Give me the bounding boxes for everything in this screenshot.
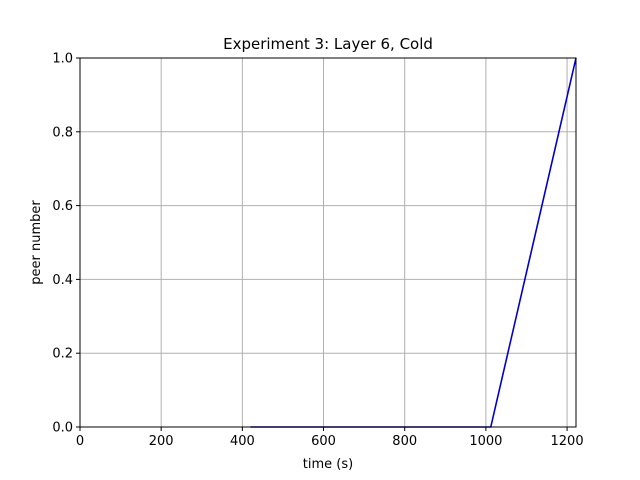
x-tick-label: 400 [230, 434, 255, 449]
chart-title: Experiment 3: Layer 6, Cold [223, 35, 433, 53]
y-tick-label: 0.4 [52, 273, 73, 288]
y-tick-label: 0.0 [52, 421, 73, 436]
y-tick-label: 0.6 [52, 199, 73, 214]
x-tick-label: 200 [149, 434, 174, 449]
x-tick-label: 800 [392, 434, 417, 449]
y-tick-label: 1.0 [52, 52, 73, 67]
plot-frame [79, 57, 577, 428]
y-tick-label: 0.8 [52, 125, 73, 140]
y-axis-label: peer number [29, 200, 44, 285]
x-tick-label: 0 [76, 434, 84, 449]
x-axis-label: time (s) [303, 457, 353, 472]
x-tick-label: 600 [311, 434, 336, 449]
x-tick-label: 1000 [469, 434, 502, 449]
axis-ticks: 0 200 400 600 800 1000 1200 0.0 0.2 0.4 0.6 0.8 1.0 [52, 52, 583, 450]
y-tick-label: 0.2 [52, 347, 73, 362]
x-tick-label: 1200 [551, 434, 584, 449]
